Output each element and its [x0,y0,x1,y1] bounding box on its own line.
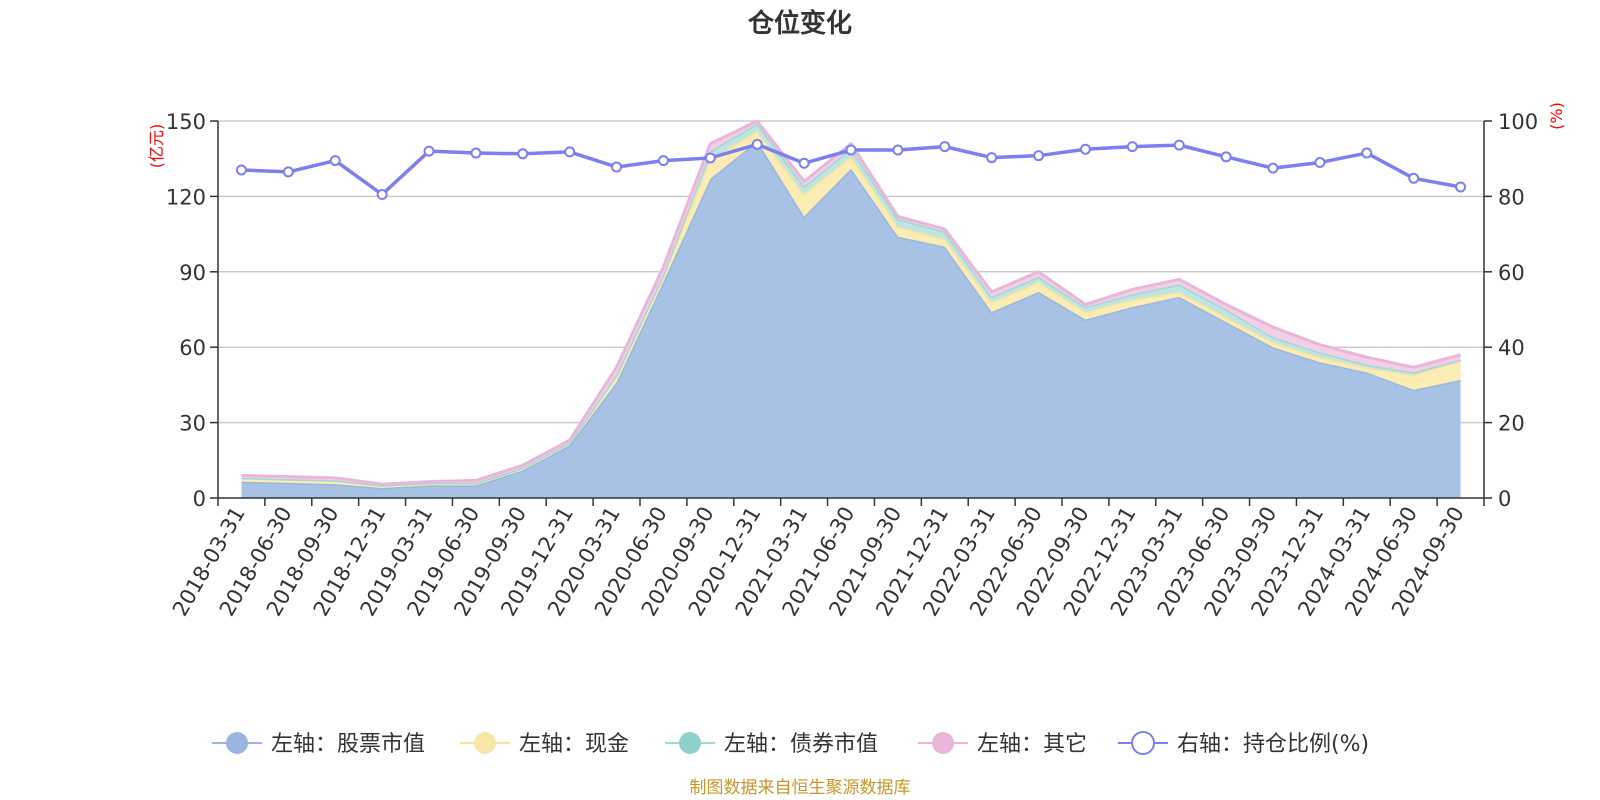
ratio-point-2023-12-31 [1314,156,1326,168]
legend-label-4: 右轴：持仓比例(%) [1177,732,1369,757]
right-tick-label-100: 100 [1498,110,1538,134]
right-axis-unit: (%) [1547,102,1566,130]
area-series-0 [241,141,1461,498]
ratio-point-2022-06-30 [1033,150,1045,162]
legend-item-2: 左轴：债券市值 [665,732,878,757]
area-series-3 [241,121,1461,486]
legend-marker-4 [1131,731,1155,755]
stacked-area-layer [241,119,1462,498]
ratio-point-2021-06-30 [845,144,857,156]
left-tick-label-30: 30 [179,412,206,436]
legend-label-1: 左轴：现金 [519,732,629,757]
ratio-point-2019-12-31 [564,146,576,158]
legend-label-2: 左轴：债券市值 [724,732,878,757]
ratio-point-2023-06-30 [1220,151,1232,163]
legend-item-0: 左轴：股票市值 [212,732,425,757]
legend: 左轴：股票市值 左轴：现金 左轴：债券市值 左轴：其它 右轴：持仓比例(%) [212,731,1369,757]
ratio-point-2024-09-30 [1455,181,1467,193]
ratio-point-2020-12-31 [751,138,763,150]
ratio-point-2020-06-30 [657,155,669,167]
right-tick-label-0: 0 [1498,487,1511,511]
left-tick-label-90: 90 [179,261,206,285]
legend-item-4: 右轴：持仓比例(%) [1118,731,1369,757]
ratio-point-2020-09-30 [704,152,716,164]
ratio-point-2022-03-31 [986,152,998,164]
area-edge-series-3 [241,119,1461,486]
legend-label-3: 左轴：其它 [977,732,1087,757]
ratio-point-2018-06-30 [282,166,294,178]
ratio-point-2024-06-30 [1408,172,1420,184]
ratio-point-2018-09-30 [329,155,341,167]
chart-title: 仓位变化 [747,8,852,39]
ratio-line-layer [235,138,1467,201]
right-tick-label-60: 60 [1498,261,1525,285]
left-tick-label-0: 0 [193,487,206,511]
legend-marker-0 [226,732,248,754]
legend-item-1: 左轴：现金 [460,732,629,757]
right-tick-label-40: 40 [1498,336,1525,360]
ratio-point-2024-03-31 [1361,147,1373,159]
ratio-point-2019-06-30 [470,147,482,159]
legend-label-0: 左轴：股票市值 [271,732,425,757]
ratio-point-2023-09-30 [1267,162,1279,174]
legend-marker-2 [679,732,701,754]
ratio-point-2021-12-31 [939,141,951,153]
legend-marker-3 [932,732,954,754]
left-tick-label-150: 150 [166,110,206,134]
ratio-point-2018-12-31 [376,189,388,201]
ratio-point-2019-03-31 [423,145,435,157]
ratio-point-2019-09-30 [517,148,529,160]
ratio-point-2021-09-30 [892,144,904,156]
legend-item-3: 左轴：其它 [918,732,1087,757]
ratio-point-2022-12-31 [1126,141,1138,153]
ratio-point-2021-03-31 [798,157,810,169]
left-axis-unit: (亿元) [147,124,166,169]
ratio-point-2022-09-30 [1079,143,1091,155]
left-tick-label-60: 60 [179,336,206,360]
source-note: 制图数据来自恒生聚源数据库 [690,778,911,798]
right-tick-label-20: 20 [1498,412,1525,436]
ratio-point-2018-03-31 [235,164,247,176]
ratio-point-2020-03-31 [611,161,623,173]
left-tick-label-120: 120 [166,185,206,209]
right-tick-label-80: 80 [1498,185,1525,209]
ratio-point-2023-03-31 [1173,139,1185,151]
legend-marker-1 [474,732,496,754]
